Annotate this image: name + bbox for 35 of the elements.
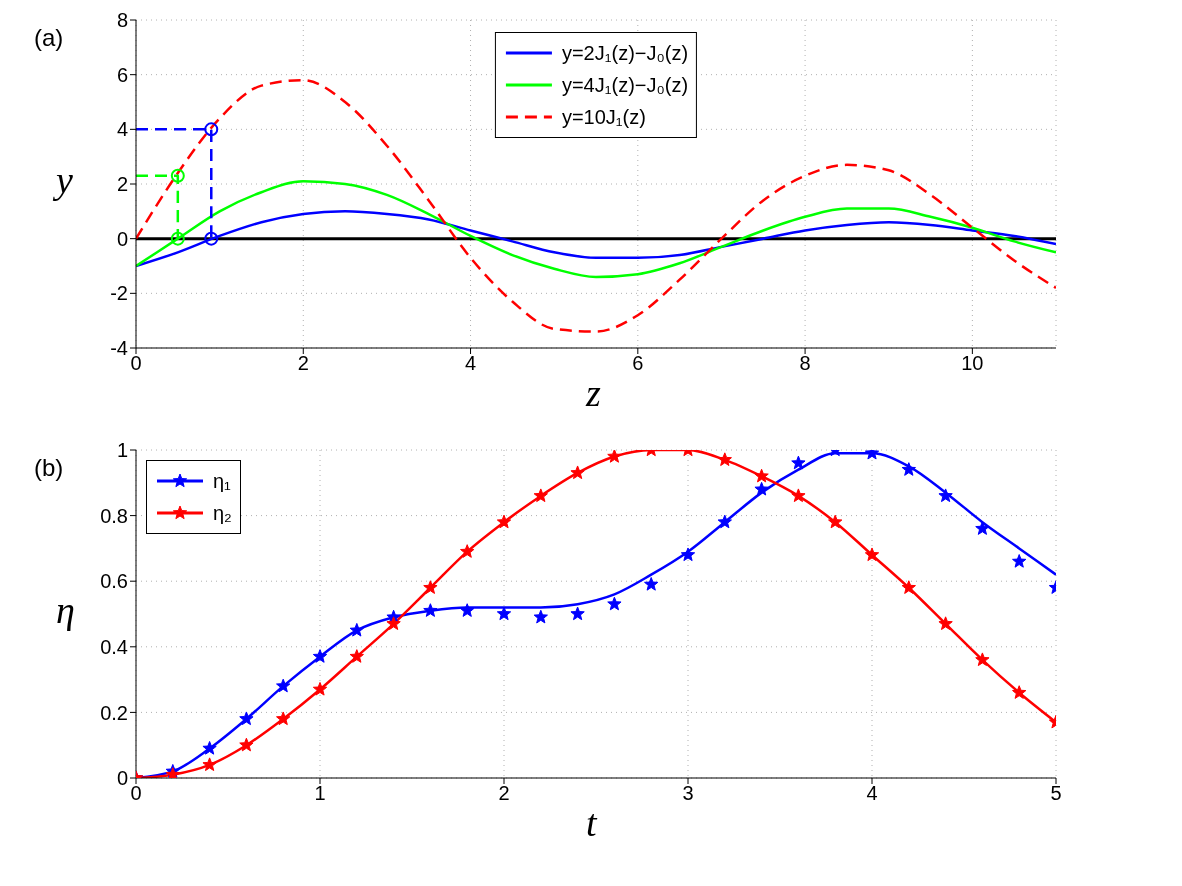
legend-label: η₂	[213, 501, 232, 525]
text: (b)	[34, 454, 64, 482]
legend-label: y=4J₁(z)−J₀(z)	[561, 73, 689, 97]
y-tick-label: 0.8	[100, 504, 128, 527]
x-tick-label: 5	[1050, 782, 1062, 805]
x-tick-label: 4	[464, 352, 477, 375]
legend-label: y=10J₁(z)	[561, 105, 646, 129]
y-tick-label: 0.6	[100, 570, 128, 593]
y-tick-label: 2	[116, 173, 128, 196]
x-tick-label: 2	[297, 352, 309, 375]
legend-label: y=2J₁(z)−J₀(z)	[561, 41, 689, 65]
x-axis-title: z	[586, 372, 601, 414]
y-tick-label: 0	[116, 227, 128, 250]
x-tick-label: 6	[632, 352, 644, 375]
x-tick-label: 3	[682, 782, 694, 805]
x-tick-label: 1	[314, 782, 326, 805]
y-tick-label: 8	[116, 9, 128, 32]
y-tick-label: -2	[110, 282, 128, 305]
y-tick-label: 4	[116, 118, 128, 141]
legend-label: η₁	[213, 469, 231, 493]
x-tick-label: 0	[130, 782, 142, 805]
text: (a)	[34, 24, 64, 52]
x-tick-label: 10	[961, 352, 984, 375]
y-tick-label: 0.4	[100, 635, 128, 658]
y-tick-label: 0.2	[100, 701, 128, 724]
y-axis-title: η	[56, 588, 75, 632]
x-tick-label: 2	[498, 782, 510, 805]
y-tick-label: 1	[116, 439, 128, 462]
x-axis-title: t	[586, 802, 597, 844]
x-tick-label: 0	[130, 352, 142, 375]
y-tick-label: -4	[110, 337, 128, 360]
y-tick-label: 6	[116, 63, 128, 86]
y-tick-label: 0	[116, 767, 128, 790]
x-tick-label: 8	[799, 352, 811, 375]
x-tick-label: 4	[866, 782, 878, 805]
